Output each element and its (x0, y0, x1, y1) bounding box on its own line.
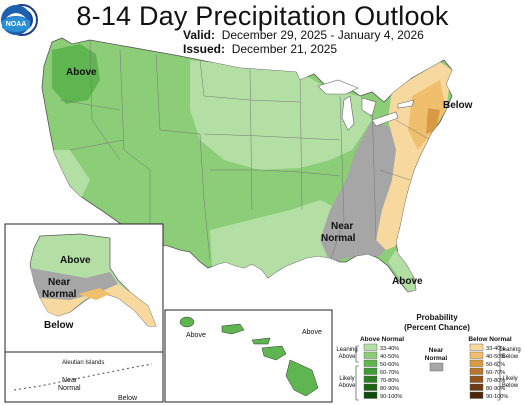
legend-above-rows: 33-40% 40-50% 50-60% 60-70% 70-80% 80-90% 90-1… (363, 343, 402, 400)
aleutian-near-1: Near (62, 377, 78, 384)
hawaii-molokai (251, 337, 271, 345)
legend-below-bin-4: 70-80% (486, 378, 505, 384)
legend-above-bin-4: 70-80% (380, 378, 399, 384)
legend-above-swatch-2 (363, 359, 378, 367)
aleutian-below: Below (118, 395, 138, 402)
legend-above-header: Above Normal (360, 336, 404, 343)
label-near-normal-2: Normal (321, 233, 356, 244)
legend-below-swatch-6 (469, 391, 484, 399)
legend-likely-above-2: Above (338, 383, 356, 389)
legend-bracket-leaning-below (497, 345, 501, 363)
legend-bracket-leaning-above (355, 345, 359, 363)
legend-above-swatch-5 (363, 383, 378, 391)
legend-below-swatch-4 (469, 375, 484, 383)
valid-label: Valid: (183, 28, 216, 42)
issued-row: Issued: December 21, 2025 (183, 42, 424, 56)
legend-near-header-1: Near (429, 347, 444, 354)
label-near-normal-1: Near (331, 221, 353, 232)
alaska-inset: Above Near Normal Below (4, 223, 164, 353)
hawaii-inset: Above Above (164, 309, 333, 403)
legend-above-bin-6: 90-100% (380, 394, 402, 400)
legend-leaning-above-1: Leaning (336, 347, 357, 353)
hawaii-oahu (221, 323, 245, 335)
legend-below-swatch-5 (469, 383, 484, 391)
issued-label: Issued: (183, 42, 226, 56)
aleutian-title: Aleutian Islands (62, 360, 104, 366)
legend-leaning-below-1: Leaning (499, 347, 520, 353)
legend-above-swatch-0 (363, 343, 378, 351)
label-below-northeast: Below (443, 100, 473, 111)
aleutian-near-2: Normal (58, 385, 81, 392)
ak-label-above: Above (60, 255, 91, 266)
legend-below-bin-6: 90-100% (486, 394, 508, 400)
legend-leaning-above-2: Above (338, 354, 356, 360)
legend-below-bin-2: 50-60% (486, 362, 505, 368)
legend-above-bin-0: 33-40% (380, 346, 399, 352)
aleutian-chain (13, 363, 153, 391)
hawaii-big-island (285, 359, 319, 397)
noaa-logo-icon: NOAA (1, 5, 31, 35)
legend-below-header: Below Normal (468, 336, 512, 343)
legend-below-rows: 33-40% 40-50% 50-60% 60-70% 70-80% 80-90% 90-1… (469, 343, 508, 400)
legend-near-header-2: Normal (425, 355, 448, 362)
legend-above-swatch-4 (363, 375, 378, 383)
above-33-florida (388, 250, 416, 292)
legend-below-bin-5: 80-90% (486, 386, 505, 392)
hi-label-above-2: Above (302, 329, 322, 336)
legend-above-bin-3: 60-70% (380, 370, 399, 376)
ak-label-near-1: Near (48, 277, 70, 288)
legend-above-bin-5: 80-90% (380, 386, 399, 392)
legend-below-bin-3: 60-70% (486, 370, 505, 376)
legend: Probability (Percent Chance) Above Norma… (336, 313, 521, 401)
map-title: 8-14 Day Precipitation Outlook (76, 1, 449, 31)
legend-title-1: Probability (416, 313, 458, 322)
alaska-below-40 (78, 288, 110, 300)
hawaii-maui (261, 345, 287, 361)
legend-likely-above-1: Likely (339, 376, 354, 382)
label-above-northwest: Above (66, 67, 97, 78)
legend-title-2: (Percent Chance) (404, 323, 470, 332)
alaska-below-33 (40, 284, 156, 326)
above-50-northwest (52, 44, 100, 104)
legend-likely-below-2: Below (502, 383, 519, 389)
legend-below-bin-1: 40-50% (486, 354, 505, 360)
legend-above-swatch-3 (363, 367, 378, 375)
legend-below-swatch-0 (469, 343, 484, 351)
great-lakes (317, 79, 415, 131)
legend-above-bin-1: 40-50% (380, 354, 399, 360)
noaa-logo-text: NOAA (6, 21, 27, 28)
legend-below-swatch-3 (469, 367, 484, 375)
legend-bracket-likely-below (497, 365, 501, 401)
valid-range: December 29, 2025 - January 4, 2026 (221, 28, 424, 42)
legend-below-swatch-1 (469, 351, 484, 359)
hawaii-kauai (179, 316, 195, 328)
legend-above-swatch-6 (363, 391, 378, 399)
state-boundaries (59, 39, 431, 263)
date-block: Valid: December 29, 2025 - January 4, 20… (183, 28, 424, 56)
hi-label-above-1: Above (186, 332, 206, 339)
ak-label-near-2: Normal (42, 289, 77, 300)
ak-label-below: Below (44, 320, 74, 331)
above-33-north-central (190, 60, 372, 170)
label-above-florida: Above (392, 276, 423, 287)
legend-near-swatch (429, 362, 444, 372)
legend-below-bin-0: 33-40% (486, 346, 505, 352)
legend-above-swatch-1 (363, 351, 378, 359)
legend-below-swatch-2 (469, 359, 484, 367)
legend-bracket-likely-above (355, 365, 359, 401)
legend-leaning-below-2: Below (502, 354, 519, 360)
legend-likely-below-1: Likely (502, 376, 517, 382)
issued-date: December 21, 2025 (231, 42, 338, 56)
legend-above-bin-2: 50-60% (380, 362, 399, 368)
valid-row: Valid: December 29, 2025 - January 4, 20… (183, 28, 424, 42)
aleutian-inset: Aleutian Islands Near Normal Below (4, 351, 164, 403)
